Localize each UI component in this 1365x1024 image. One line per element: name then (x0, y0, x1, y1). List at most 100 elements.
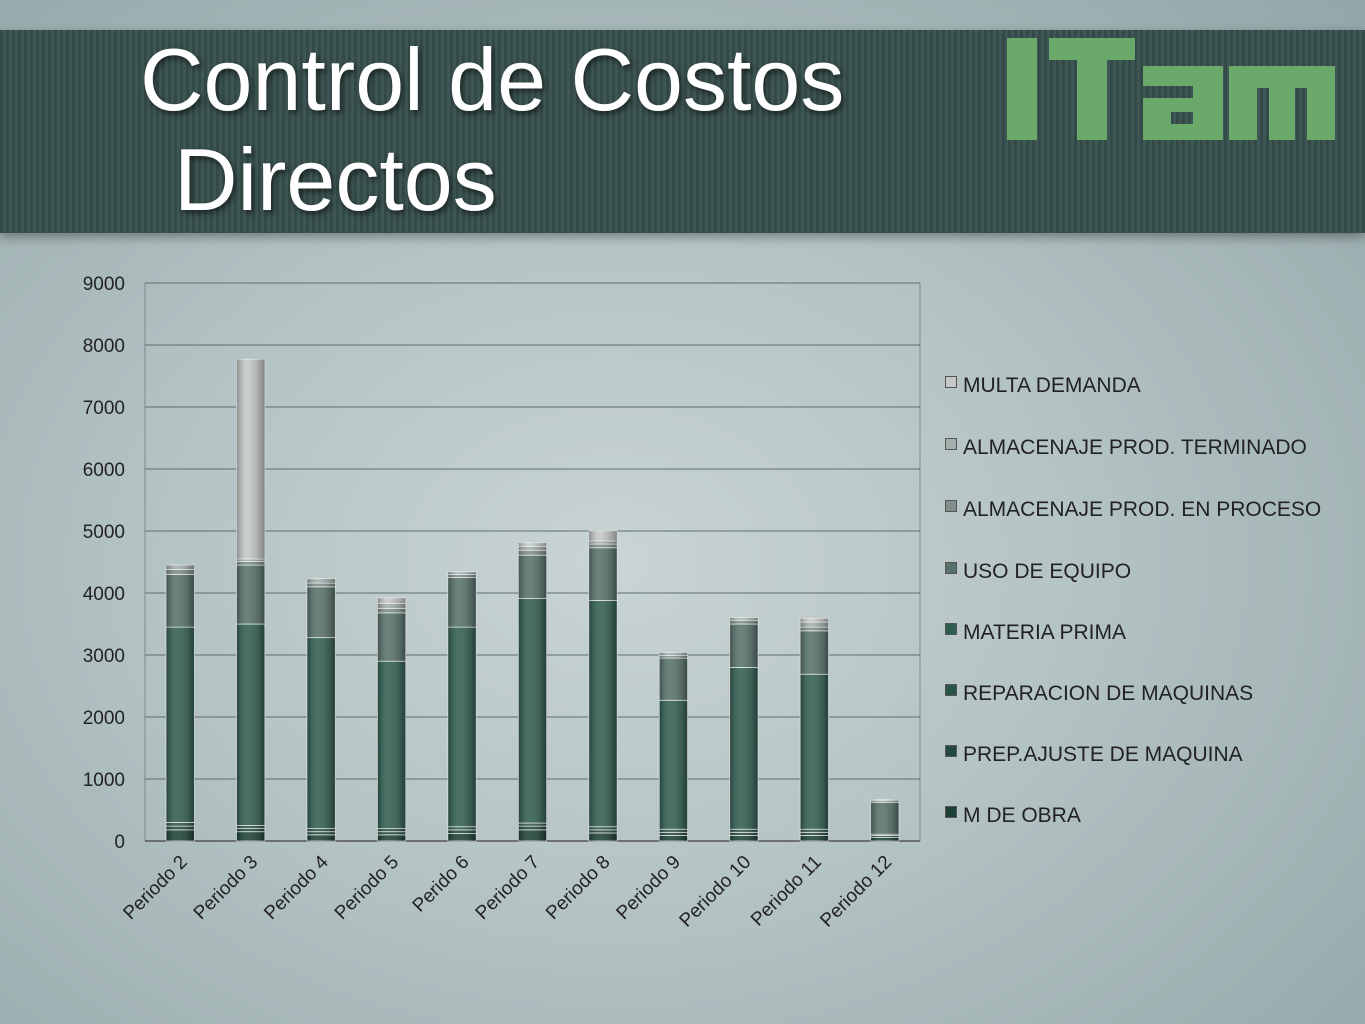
legend-label: USO DE EQUIPO (963, 560, 1132, 583)
bar-segment-shade (377, 831, 406, 835)
bar-segment-shade (800, 674, 829, 830)
bar-segment-shade (377, 834, 406, 841)
bar-segment-shade (447, 826, 477, 830)
bar-segment-shade (166, 826, 195, 830)
logo-letter-t-stem (1077, 60, 1107, 140)
bar-segment-shade (447, 627, 477, 827)
bar-segment-shade (588, 600, 618, 827)
bar-segment-shade (588, 832, 618, 841)
bar-segment-shade (800, 630, 829, 675)
bar-segment-shade (518, 598, 547, 824)
bar-segment-shade (518, 550, 547, 556)
bar-segment-shade (729, 617, 758, 621)
legend-swatch (945, 623, 957, 635)
y-tick-label: 0 (114, 832, 125, 853)
x-tick-label: Periodo 7 (472, 852, 544, 924)
bar-segment-shade (236, 831, 265, 841)
bar-segment-shade (800, 627, 829, 631)
y-tick-label: 7000 (83, 398, 125, 419)
legend-swatch (945, 745, 957, 757)
bar-segment-shade (870, 800, 899, 803)
bar-segment-shade (659, 829, 688, 833)
bar-segment-shade (659, 652, 688, 656)
legend-label: M DE OBRA (963, 804, 1081, 827)
bar-segment-shade (659, 832, 688, 836)
bar-segment-shade (377, 661, 406, 829)
bar-segment-shade (729, 620, 758, 624)
bar-segment-shade (166, 627, 195, 823)
bar-segment-shade (518, 546, 547, 551)
x-tick-label: Periodo 8 (542, 852, 614, 924)
bar-segment-shade (236, 558, 265, 562)
bar-segment-shade (166, 574, 195, 628)
bar-segment-shade (377, 612, 406, 662)
bar-segment-shade (377, 603, 406, 609)
bar-segment-shade (447, 577, 477, 628)
bar-segment-shade (307, 637, 336, 829)
x-tick-label: Periodo 5 (331, 852, 403, 924)
legend-swatch (945, 500, 957, 512)
bar-segment-shade (659, 700, 688, 830)
bar-segment-shade (729, 829, 758, 833)
y-tick-label: 5000 (83, 522, 125, 543)
y-tick-label: 4000 (83, 584, 125, 605)
logo-letter-i (1007, 38, 1037, 140)
bar-segment-shade (870, 837, 899, 841)
bar-segment-shade (729, 624, 758, 668)
slide-title-line-2: Directos (174, 130, 497, 229)
bar-segment-shade (447, 829, 477, 834)
y-tick-label: 2000 (83, 708, 125, 729)
logo-letter-a (1143, 66, 1223, 140)
bar-segment-shade (518, 823, 547, 827)
bar-segment-shade (377, 608, 406, 613)
bar-segment-shade (236, 561, 265, 566)
bar-segment-shade (166, 829, 195, 841)
bar-segment-shade (377, 828, 406, 832)
x-tick-label: Periodo 3 (190, 852, 262, 924)
bar-segment-shade (518, 555, 547, 599)
bar-segment-shade (307, 578, 336, 584)
bar-segment-shade (166, 565, 195, 570)
bar-segment-shade (800, 832, 829, 836)
bar-segment-shade (588, 540, 618, 545)
bar-segment-shade (800, 835, 829, 841)
y-tick-label: 9000 (83, 274, 125, 295)
legend-label: ALMACENAJE PROD. TERMINADO (963, 436, 1307, 459)
bar-segment-shade (307, 583, 336, 587)
legend-swatch (945, 684, 957, 696)
bar-segment-shade (659, 658, 688, 701)
bar-segment-shade (236, 359, 265, 559)
bar-segment-shade (447, 571, 477, 575)
bar-segment-shade (236, 825, 265, 829)
bar-segment-shade (236, 828, 265, 832)
bar-segment-shade (166, 569, 195, 575)
bar-segment-shade (236, 565, 265, 624)
legend-swatch (945, 562, 957, 574)
bar-segment-shade (588, 829, 618, 833)
bar-segment-shade (870, 802, 899, 835)
bar-segment-shade (166, 822, 195, 827)
x-tick-label: Periodo 2 (119, 852, 191, 924)
legend-label: PREP.AJUSTE DE MAQUINA (963, 743, 1243, 766)
y-tick-label: 6000 (83, 460, 125, 481)
bar-segment-shade (588, 531, 618, 541)
slide-title: Control de Costos Directos (140, 30, 844, 230)
x-tick-label: Periodo 10 (676, 852, 756, 932)
logo-letter-m (1229, 66, 1335, 140)
bar-segment-shade (870, 799, 899, 801)
bar-segment-shade (588, 547, 618, 601)
slide-title-line-1: Control de Costos (140, 30, 845, 129)
bar-segment-shade (800, 622, 829, 628)
bar-segment-shade (518, 542, 547, 547)
bar-segment-shade (588, 826, 618, 830)
legend-label: REPARACION DE MAQUINAS (963, 682, 1254, 705)
x-tick-label: Periodo 11 (747, 852, 826, 931)
itam-logo (1007, 38, 1335, 140)
bar-segment-shade (307, 834, 336, 841)
bar-segment-shade (307, 586, 336, 638)
legend-label: MULTA DEMANDA (963, 374, 1141, 397)
bar-segment-shade (307, 831, 336, 835)
bar-segment-shade (307, 828, 336, 832)
legend-swatch (945, 376, 957, 388)
